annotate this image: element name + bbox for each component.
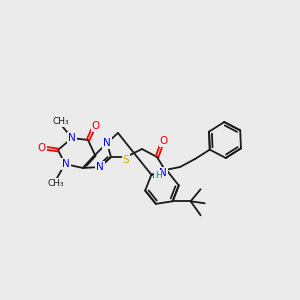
Text: O: O	[92, 121, 100, 131]
Text: N: N	[62, 159, 70, 169]
Text: N: N	[103, 138, 111, 148]
Text: O: O	[38, 143, 46, 153]
Text: N: N	[96, 162, 104, 172]
Text: S: S	[123, 155, 129, 165]
Text: O: O	[160, 136, 168, 146]
Text: H: H	[154, 170, 161, 179]
Text: CH₃: CH₃	[53, 118, 69, 127]
Text: N: N	[159, 168, 167, 178]
Text: N: N	[68, 133, 76, 143]
Text: CH₃: CH₃	[48, 178, 64, 188]
